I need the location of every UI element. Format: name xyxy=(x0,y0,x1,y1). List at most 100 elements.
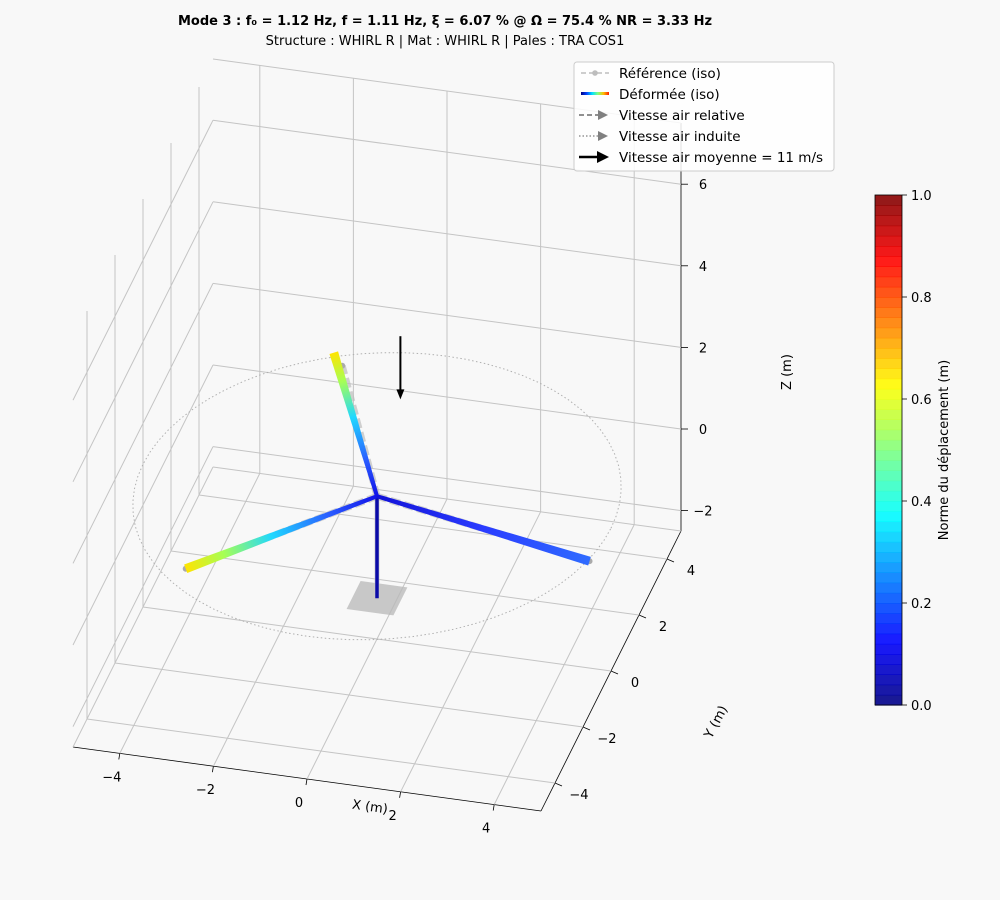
deformed-structure xyxy=(184,336,591,599)
x-tick xyxy=(212,766,214,773)
legend-label-induced-air: Vitesse air induite xyxy=(619,129,741,145)
x-tick xyxy=(118,753,121,760)
colorbar-tick-label: 1.0 xyxy=(911,189,932,204)
colorbar-tick-label: 0.2 xyxy=(911,597,932,612)
arrow-icon xyxy=(598,131,608,141)
colorbar-band xyxy=(875,276,902,288)
y-tick xyxy=(554,782,563,787)
y-tick xyxy=(638,614,647,619)
colorbar-band xyxy=(875,552,902,563)
colorbar-gradient xyxy=(875,195,902,706)
rotor-disk-trace xyxy=(132,352,622,641)
legend-label-relative-air: Vitesse air relative xyxy=(619,108,745,124)
colorbar-tick-label: 0.0 xyxy=(911,699,932,714)
colorbar-band xyxy=(875,368,902,380)
colorbar-band xyxy=(875,674,902,686)
y-tick-label: −4 xyxy=(569,788,588,803)
chart-subtitle: Structure : WHIRL R | Mat : WHIRL R | Pa… xyxy=(265,34,625,49)
legend: Référence (iso) Déformée (iso) Vitesse a… xyxy=(573,61,835,172)
pane-edge xyxy=(72,466,214,748)
y-tick-label: −2 xyxy=(597,732,616,747)
side-wall-gridline xyxy=(72,201,214,483)
z-tick-label: 4 xyxy=(699,260,707,275)
grid-lines xyxy=(72,58,682,812)
colorbar-band xyxy=(875,582,902,594)
legend-entry-mean-air: Vitesse air moyenne = 11 m/s xyxy=(579,150,823,166)
colorbar-band xyxy=(875,572,902,584)
colorbar-band xyxy=(875,256,902,267)
colorbar-band xyxy=(875,409,902,420)
colorbar-band xyxy=(875,307,902,318)
colorbar-band xyxy=(875,490,902,502)
colorbar-band xyxy=(875,225,902,237)
x-tick xyxy=(305,778,308,786)
y-axis-label: Y (m) xyxy=(701,703,731,742)
colorbar-band xyxy=(875,266,902,278)
colorbar-band xyxy=(875,664,902,675)
back-wall-gridline xyxy=(212,201,682,267)
colorbar-band xyxy=(875,480,902,492)
x-tick xyxy=(399,791,401,798)
colorbar-ticks: 0.0 0.2 0.4 0.6 0.8 1.0 xyxy=(902,189,932,714)
colorbar-tick-label: 0.8 xyxy=(911,291,932,306)
deformed-blade-2 xyxy=(376,494,591,566)
colorbar-band xyxy=(875,429,902,441)
legend-entry-deformed: Déformée (iso) xyxy=(581,87,720,103)
colorbar-band xyxy=(875,694,902,706)
colorbar-band xyxy=(875,460,902,471)
colorbar-band xyxy=(875,511,902,522)
floor-gridline xyxy=(170,550,640,616)
colorbar-band xyxy=(875,633,902,645)
y-tick xyxy=(610,670,619,675)
gradient-line-icon xyxy=(581,92,609,95)
colorbar-band xyxy=(875,501,902,512)
colorbar: 0.0 0.2 0.4 0.6 0.8 1.0 Norme du déplacement … xyxy=(874,189,952,714)
pane-edge xyxy=(212,466,682,532)
colorbar-band xyxy=(875,684,902,696)
x-tick xyxy=(492,804,495,811)
floor-gridline xyxy=(198,494,668,560)
colorbar-band xyxy=(875,246,902,257)
x-tick-label: −2 xyxy=(196,783,215,798)
legend-entry-reference: Référence (iso) xyxy=(581,66,721,82)
colorbar-band xyxy=(875,235,902,247)
colorbar-band xyxy=(875,419,902,431)
chart-title: Mode 3 : f₀ = 1.12 Hz, f = 1.11 Hz, ξ = … xyxy=(177,14,713,29)
colorbar-band xyxy=(875,388,902,400)
deformed-blade-1 xyxy=(184,494,378,573)
colorbar-band xyxy=(875,613,902,624)
side-wall-gridline xyxy=(72,119,214,401)
back-wall-gridline xyxy=(212,119,682,185)
y-tick xyxy=(666,558,675,563)
legend-label-reference: Référence (iso) xyxy=(619,66,721,82)
floor-gridline xyxy=(493,524,635,805)
colorbar-label: Norme du déplacement (m) xyxy=(937,360,952,540)
y-tick xyxy=(582,726,591,731)
colorbar-band xyxy=(875,439,902,451)
legend-entry-relative-air: Vitesse air relative xyxy=(579,108,745,124)
y-tick-label: 0 xyxy=(631,676,639,691)
x-axis-label: X (m) xyxy=(351,798,389,818)
side-wall-gridline xyxy=(72,446,214,727)
back-wall-gridline xyxy=(212,364,682,430)
colorbar-band xyxy=(875,623,902,635)
axis-ticks: −4 −2 0 2 4 −4 −2 0 2 4 −2 0 2 4 6 xyxy=(102,178,712,836)
x-tick-label: 2 xyxy=(388,809,396,824)
colorbar-band xyxy=(875,378,902,390)
x-tick-label: 0 xyxy=(295,796,303,811)
colorbar-band xyxy=(875,592,902,604)
colorbar-band xyxy=(875,654,902,665)
y-tick-label: 4 xyxy=(687,564,695,579)
colorbar-band xyxy=(875,470,902,482)
colorbar-band xyxy=(875,399,902,410)
legend-label-deformed: Déformée (iso) xyxy=(619,87,720,103)
colorbar-band xyxy=(875,337,902,349)
colorbar-band xyxy=(875,643,902,655)
colorbar-band xyxy=(875,531,902,543)
z-tick-label: 0 xyxy=(699,423,707,438)
legend-entry-induced-air: Vitesse air induite xyxy=(579,129,741,145)
colorbar-band xyxy=(875,327,902,339)
back-wall-gridline xyxy=(212,282,682,348)
z-tick-label: 6 xyxy=(699,178,707,193)
